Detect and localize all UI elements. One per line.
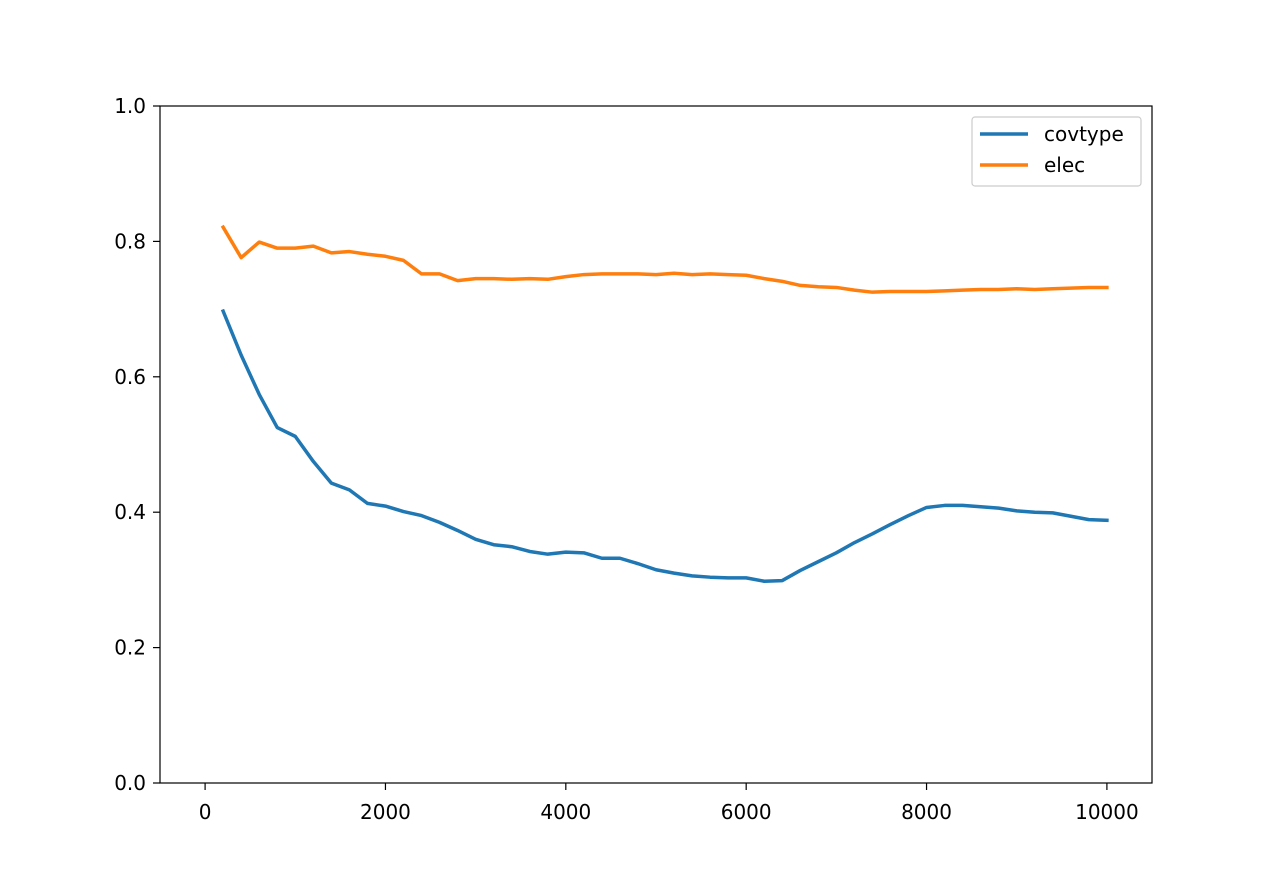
x-tick-label: 4000 xyxy=(540,800,591,824)
y-axis: 0.0 0.2 0.4 0.6 0.8 1.0 xyxy=(114,94,160,795)
y-tick-label: 0.8 xyxy=(114,229,146,253)
plot-frame xyxy=(159,105,1153,784)
x-axis: 0 2000 4000 6000 8000 10000 xyxy=(199,783,1139,824)
legend-label-elec: elec xyxy=(1044,153,1085,177)
legend: covtype elec xyxy=(971,116,1142,187)
series-line-covtype xyxy=(220,308,1109,583)
x-tick-label: 10000 xyxy=(1075,800,1139,824)
x-tick-label: 0 xyxy=(199,800,212,824)
x-tick-label: 6000 xyxy=(721,800,772,824)
series-line-elec xyxy=(220,224,1109,294)
y-tick-label: 0.2 xyxy=(114,636,146,660)
y-tick-label: 0.6 xyxy=(114,365,146,389)
plot-area xyxy=(159,105,1153,784)
y-tick-label: 0.0 xyxy=(114,771,146,795)
y-tick-label: 1.0 xyxy=(114,94,146,118)
x-tick-label: 8000 xyxy=(901,800,952,824)
x-tick-label: 2000 xyxy=(360,800,411,824)
legend-label-covtype: covtype xyxy=(1044,122,1124,146)
y-tick-label: 0.4 xyxy=(114,500,146,524)
